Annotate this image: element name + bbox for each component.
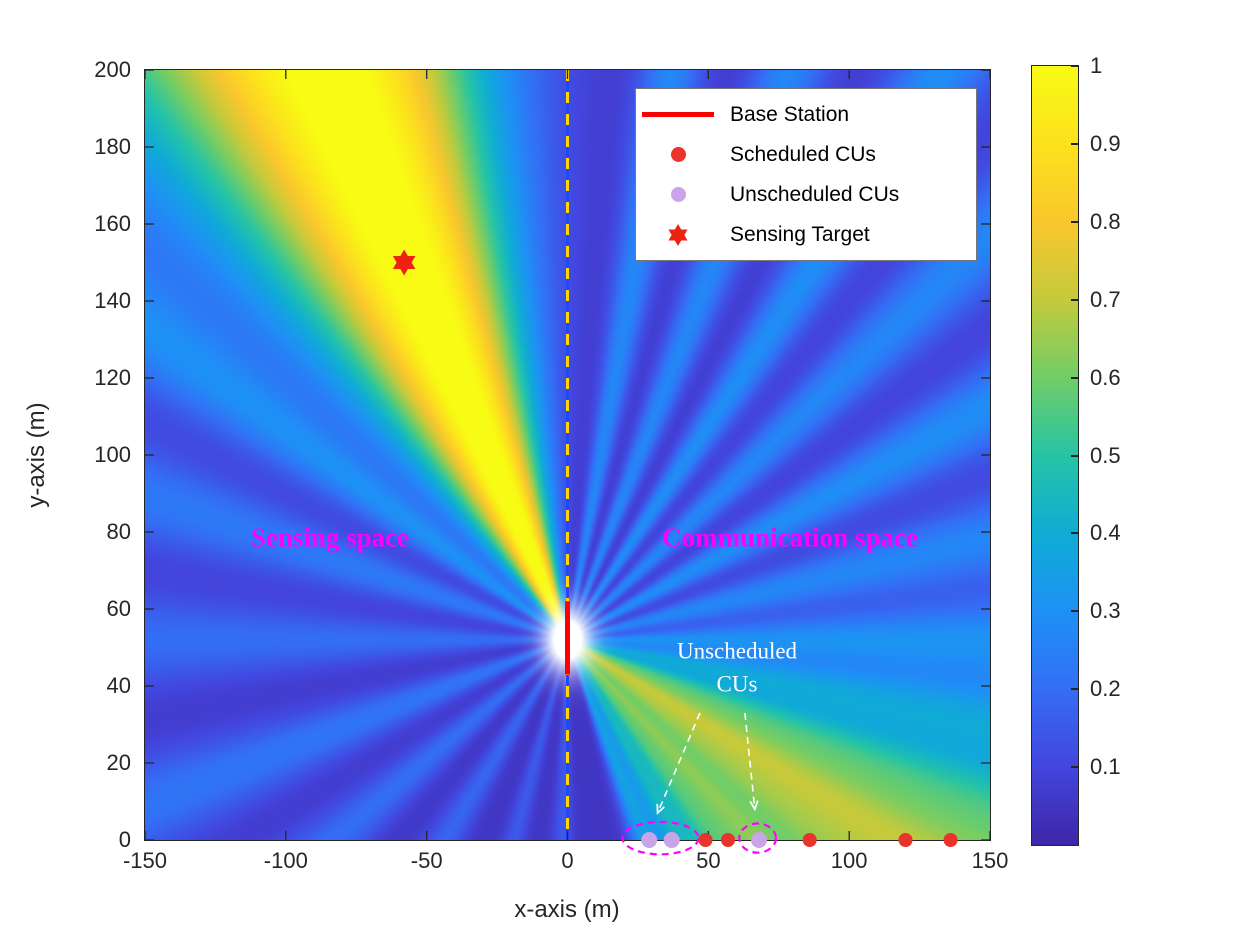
- y-tick-label: 180: [94, 134, 131, 159]
- scheduled-cu-marker: [721, 833, 735, 847]
- colorbar-tick-mark: [1071, 298, 1078, 301]
- y-tick-label: 120: [94, 365, 131, 390]
- y-tick-label: 80: [106, 519, 131, 544]
- legend-label: Unscheduled CUs: [730, 182, 900, 206]
- x-axis-label: x-axis (m): [514, 896, 620, 923]
- y-tick-label: 100: [94, 442, 131, 467]
- y-tick-label: 60: [106, 596, 131, 621]
- unscheduled-cu-marker: [641, 832, 658, 848]
- colorbar-tick-mark: [1071, 454, 1078, 457]
- colorbar-tick-mark: [1071, 220, 1078, 223]
- unscheduled-cus-annotation-line2: CUs: [716, 672, 758, 697]
- plot-area: x-axis (m) y-axis (m) Sensing space Comm…: [23, 57, 1008, 923]
- x-tick-label: 150: [971, 848, 1009, 873]
- x-tick-label: 100: [830, 848, 868, 873]
- sensing-target-marker: [392, 249, 416, 276]
- x-tick-label: -150: [122, 848, 168, 873]
- unscheduled-cus-annotation: Unscheduled CUs: [677, 635, 797, 702]
- communication-space-label: Communication space: [662, 522, 918, 553]
- colorbar-tick-label: 1: [1090, 53, 1103, 78]
- colorbar-tick-mark: [1071, 766, 1078, 769]
- unscheduled-cu-dot-swatch: [670, 187, 686, 202]
- scheduled-cu-marker: [898, 833, 913, 847]
- x-tick-label: -100: [263, 848, 308, 873]
- legend: Base Station Scheduled CUs Unscheduled C…: [635, 88, 977, 261]
- y-tick-label: 0: [118, 827, 131, 852]
- plot-overlay: [144, 69, 991, 856]
- unscheduled-cu-marker: [751, 832, 767, 848]
- colorbar-tick-label: 0.2: [1090, 676, 1121, 702]
- colorbar-tick-label: 0.7: [1090, 286, 1121, 312]
- y-tick-label: 160: [94, 211, 131, 236]
- unscheduled-cus-highlight-ellipse: [621, 820, 700, 856]
- colorbar-tick-label: 0.4: [1090, 520, 1121, 546]
- legend-item-scheduled-cus: Scheduled CUs: [636, 141, 976, 168]
- annotation-arrow: [744, 712, 755, 809]
- x-tick-label: 50: [696, 848, 721, 873]
- colorbar-tick-mark: [1071, 610, 1078, 613]
- unscheduled-cu-marker: [663, 832, 680, 848]
- colorbar-tick-mark: [1071, 65, 1078, 67]
- scheduled-cu-marker: [943, 833, 958, 847]
- colorbar-gradient-canvas: [1032, 66, 1078, 845]
- scheduled-cu-marker: [698, 833, 713, 847]
- colorbar-tick-mark: [1071, 376, 1078, 379]
- legend-item-base-station: Base Station: [636, 101, 976, 128]
- colorbar-tick-mark: [1071, 532, 1078, 535]
- y-axis-label: y-axis (m): [23, 402, 50, 508]
- legend-item-sensing-target: Sensing Target: [636, 221, 976, 248]
- colorbar-tick-mark: [1071, 688, 1078, 691]
- legend-label: Scheduled CUs: [730, 142, 876, 166]
- annotation-arrow: [658, 712, 701, 813]
- colorbar-tick-label: 0.3: [1090, 598, 1121, 624]
- unscheduled-cus-annotation-line1: Unscheduled: [676, 638, 798, 664]
- legend-label: Base Station: [730, 102, 850, 126]
- y-tick-label: 200: [94, 57, 131, 82]
- unscheduled-cus-highlight-ellipse: [738, 822, 777, 854]
- x-tick-label: -50: [410, 848, 443, 873]
- colorbar: 1 0.9 0.8 0.7 0.6 0.5 0.4 0.3 0.2 0.1: [1031, 53, 1121, 846]
- colorbar-tick-label: 0.8: [1090, 208, 1121, 234]
- scheduled-cu-dot-swatch: [670, 147, 686, 162]
- scheduled-cu-marker: [802, 833, 817, 847]
- y-tick-label: 40: [106, 673, 131, 698]
- colorbar-tick-label: 0.6: [1090, 364, 1121, 390]
- sensing-space-label: Sensing space: [250, 522, 410, 553]
- x-tick-label: 0: [561, 848, 574, 873]
- colorbar-tick-label: 0.5: [1090, 442, 1121, 468]
- y-tick-label: 140: [94, 288, 131, 313]
- base-station-line-swatch: [642, 112, 714, 117]
- colorbar-tick-label: 0.9: [1090, 130, 1121, 156]
- sensing-target-star-icon: [668, 223, 688, 246]
- legend-item-unscheduled-cus: Unscheduled CUs: [636, 181, 976, 208]
- legend-label: Sensing Target: [730, 222, 870, 246]
- colorbar-tick-mark: [1071, 142, 1078, 145]
- colorbar-tick-label: 0.1: [1090, 754, 1121, 780]
- y-tick-label: 20: [106, 750, 131, 775]
